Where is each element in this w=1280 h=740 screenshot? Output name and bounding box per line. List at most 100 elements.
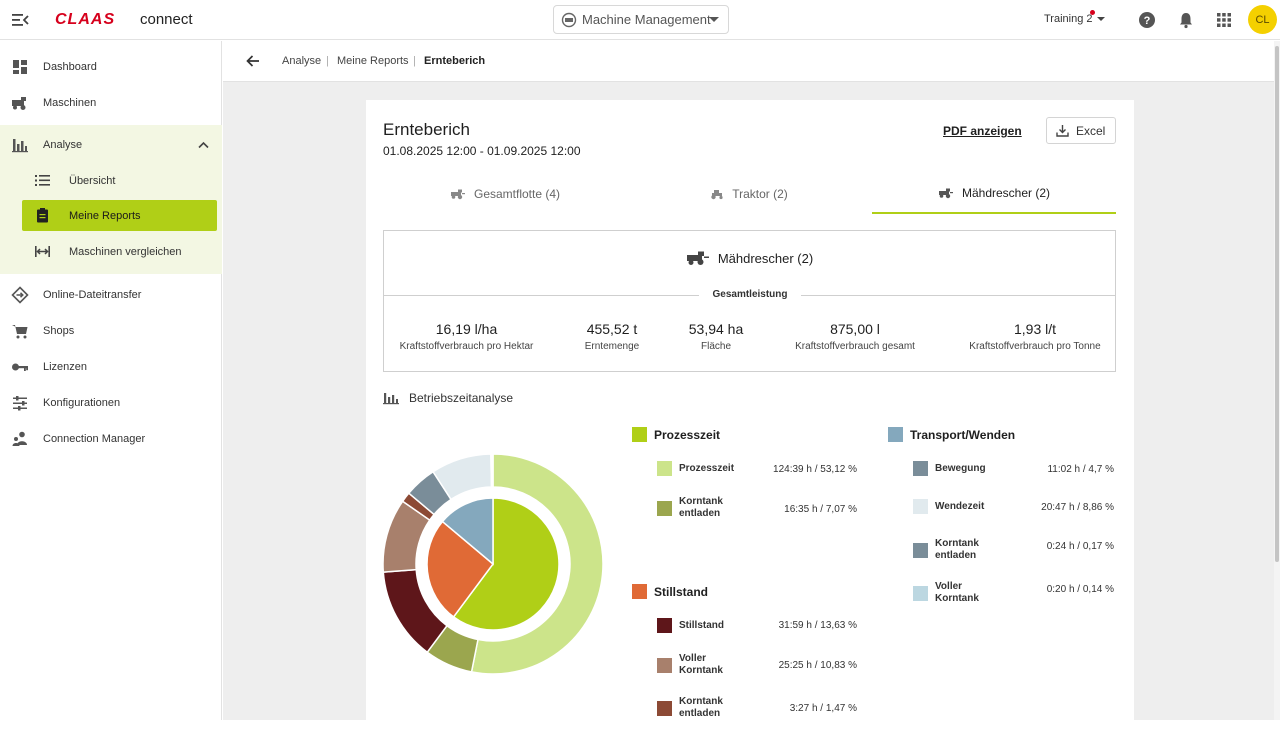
breadcrumb-separator: |: [413, 55, 416, 67]
back-arrow-icon[interactable]: [245, 53, 261, 69]
legend-item: Voller Korntank: [657, 653, 749, 677]
breadcrumb: Analyse | Meine Reports | Ernteberich: [223, 41, 1280, 82]
sidebar-subitem-label: Maschinen vergleichen: [69, 245, 182, 258]
kpi-value: 875,00 l: [830, 321, 880, 337]
legend-swatch: [913, 499, 928, 514]
breadcrumb-analyse[interactable]: Analyse: [282, 55, 322, 67]
legend-item: Voller Korntank: [913, 581, 1005, 605]
legend-item: Stillstand: [657, 618, 749, 633]
scrollbar-thumb[interactable]: [1275, 46, 1279, 562]
sidebar-item-maschinen[interactable]: Maschinen: [0, 85, 222, 121]
download-icon: [1056, 125, 1069, 137]
help-icon[interactable]: ?: [1138, 11, 1156, 29]
machine-tabs: Gesamtflotte (4) Traktor (2) Mähdrescher…: [383, 174, 1116, 214]
breadcrumb-meine-reports[interactable]: Meine Reports: [337, 55, 409, 67]
legend-item-label: Wendezeit: [935, 500, 985, 512]
scrollbar[interactable]: [1274, 41, 1280, 720]
sidebar-item-lizenzen[interactable]: Lizenzen: [0, 349, 222, 385]
kpi-area: 53,94 ha Fläche: [676, 321, 756, 352]
sidebar-subitem-uebersicht[interactable]: Übersicht: [22, 165, 217, 196]
legend-item-label: Korntank entladen: [935, 538, 979, 561]
brand-suffix: connect: [140, 11, 193, 28]
bar-chart-icon: [12, 139, 28, 153]
legend-group-label: Prozesszeit: [654, 427, 721, 442]
sidebar-group-analyse: Analyse Übersicht Meine Reports: [0, 125, 222, 274]
sidebar-item-online-dateitransfer[interactable]: Online-Dateitransfer: [0, 277, 222, 313]
org-select[interactable]: Training 2: [1044, 13, 1093, 25]
legend-item-label: Korntank entladen: [679, 496, 723, 519]
menu-collapse-icon[interactable]: [10, 10, 30, 30]
legend-swatch: [632, 584, 647, 599]
legend-item: Korntank entladen: [913, 538, 1005, 562]
legend-swatch: [888, 427, 903, 442]
combine-icon: [686, 251, 709, 265]
kpi-value: 53,94 ha: [688, 321, 744, 337]
kpi-fuel-total: 875,00 l Kraftstoffverbrauch gesamt: [784, 321, 926, 352]
kpi-harvest-amount: 455,52 t Erntemenge: [572, 321, 652, 352]
sidebar-item-label: Online-Dateitransfer: [43, 289, 142, 301]
tractor-icon: [711, 190, 723, 200]
kpi-fuel-per-ton: 1,93 l/t Kraftstoffverbrauch pro Tonne: [959, 321, 1111, 352]
inner-pie-slice: [426, 520, 495, 618]
legend-item-label: Bewegung: [935, 462, 986, 474]
machine-management-icon: [561, 12, 577, 27]
legend-group-prozesszeit: Prozesszeit: [632, 427, 720, 442]
chevron-down-icon: [709, 17, 719, 22]
legend-swatch: [657, 700, 672, 716]
tab-label: Traktor (2): [732, 187, 788, 201]
kpi-label: Fläche: [700, 341, 731, 352]
sidebar-item-dashboard[interactable]: Dashboard: [0, 49, 222, 85]
machine-select-label: Machine Management: [582, 12, 711, 27]
breadcrumb-current: Ernteberich: [424, 55, 486, 67]
sidebar-item-analyse[interactable]: Analyse: [0, 127, 222, 163]
sidebar-item-connection-manager[interactable]: Connection Manager: [0, 421, 222, 457]
sidebar-subitem-label: Meine Reports: [69, 209, 141, 222]
sliders-icon: [13, 396, 27, 411]
legend-swatch: [657, 500, 672, 516]
apps-grid-icon[interactable]: [1215, 11, 1233, 29]
machine-management-select[interactable]: Machine Management: [553, 5, 729, 34]
breadcrumb-separator: |: [326, 55, 329, 67]
legend-item-value: 0:20 h / 0,14 %: [1046, 584, 1114, 595]
bell-icon[interactable]: [1177, 11, 1195, 29]
legend-swatch: [657, 461, 672, 476]
legend-item-value: 16:35 h / 7,07 %: [784, 504, 857, 515]
svg-text:?: ?: [1144, 15, 1151, 27]
tab-gesamtflotte[interactable]: Gesamtflotte (4): [383, 174, 627, 214]
outer-ring-slice: [491, 454, 494, 488]
legend-group-transport-wenden: Transport/Wenden: [888, 427, 1015, 442]
sidebar-subitem-meine-reports[interactable]: Meine Reports: [22, 200, 217, 231]
clipboard-icon: [37, 208, 48, 223]
sidebar-item-label: Analyse: [43, 139, 83, 151]
legend-item-label: Stillstand: [679, 619, 725, 631]
pdf-link[interactable]: PDF anzeigen: [943, 124, 1022, 138]
cart-icon: [12, 325, 28, 339]
sidebar-subitem-label: Übersicht: [69, 174, 116, 187]
brand-logo[interactable]: CLAAS: [55, 11, 116, 28]
tab-traktor[interactable]: Traktor (2): [627, 174, 871, 214]
sidebar-item-label: Shops: [43, 325, 75, 337]
legend-item-value: 3:27 h / 1,47 %: [789, 703, 857, 714]
sidebar-subitem-maschinen-vergleichen[interactable]: Maschinen vergleichen: [22, 236, 217, 267]
summary-subtitle: Gesamtleistung: [699, 289, 801, 300]
chevron-up-icon[interactable]: [198, 141, 209, 149]
sidebar-item-label: Konfigurationen: [43, 397, 121, 409]
legend-item-value: 31:59 h / 13,63 %: [778, 620, 857, 631]
summary-title: Mähdrescher (2): [717, 250, 814, 266]
legend-swatch: [632, 427, 647, 442]
legend-item-value: 124:39 h / 53,12 %: [773, 464, 857, 475]
sidebar-item-konfigurationen[interactable]: Konfigurationen: [0, 385, 222, 421]
org-caret-icon[interactable]: [1097, 17, 1105, 21]
kpi-label: Kraftstoffverbrauch pro Hektar: [399, 341, 534, 352]
sidebar-item-shops[interactable]: Shops: [0, 313, 222, 349]
key-icon: [12, 363, 28, 371]
analysis-heading: Betriebszeitanalyse: [383, 391, 513, 405]
tab-label: Mähdrescher (2): [961, 186, 1051, 200]
people-icon: [12, 431, 27, 446]
tab-label: Gesamtflotte (4): [473, 187, 561, 201]
excel-button[interactable]: Excel: [1046, 117, 1116, 144]
main-content: Analyse | Meine Reports | Ernteberich Er…: [223, 41, 1280, 740]
avatar[interactable]: CL: [1248, 5, 1277, 34]
kpi-value: 16,19 l/ha: [435, 321, 498, 337]
tab-maehdrescher[interactable]: Mähdrescher (2): [872, 174, 1116, 214]
